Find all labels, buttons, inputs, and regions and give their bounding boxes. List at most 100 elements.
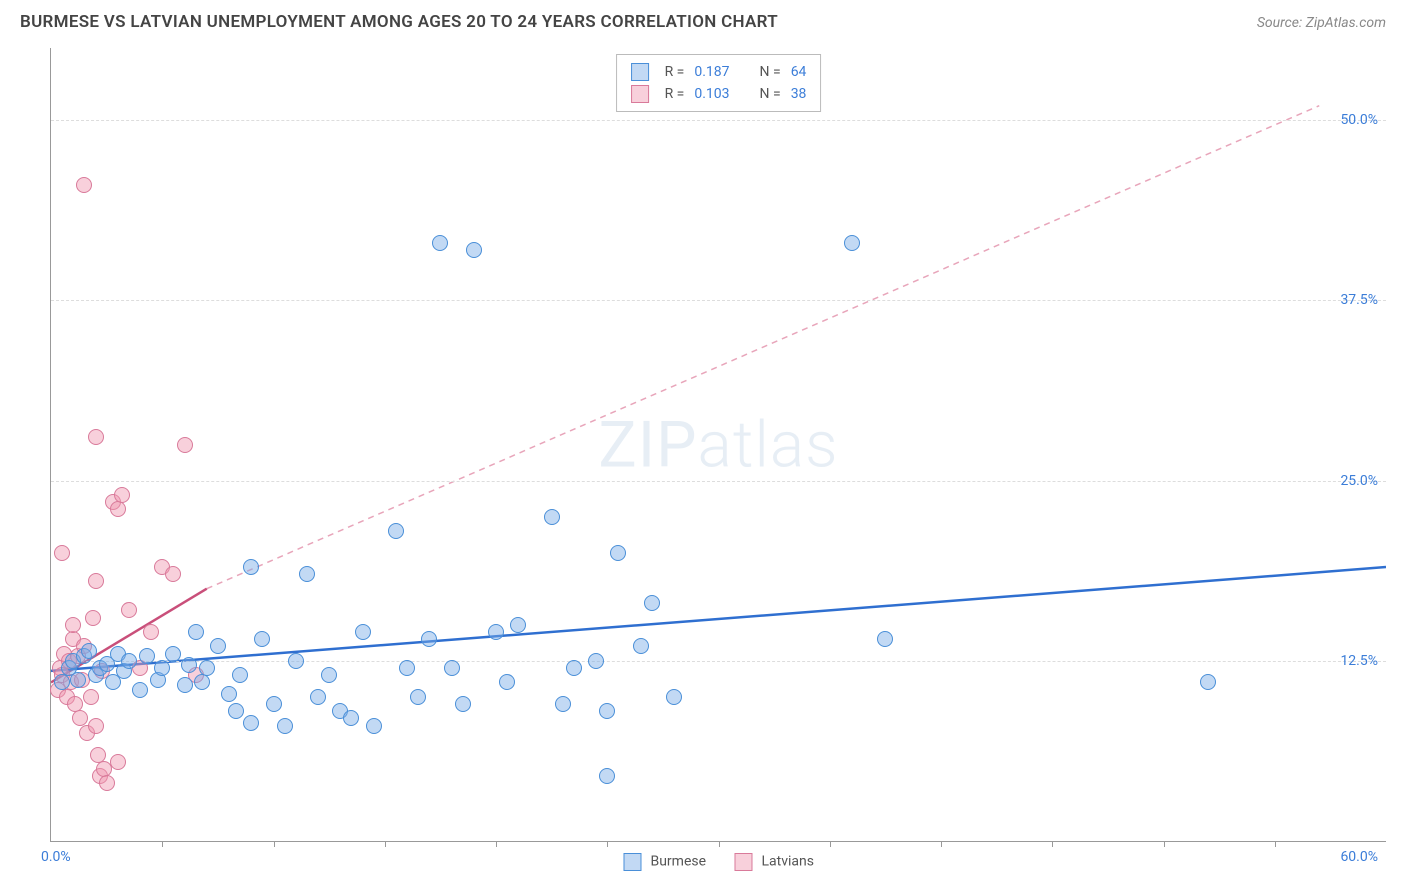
data-point-burmese: [633, 638, 649, 654]
data-point-burmese: [277, 718, 293, 734]
x-axis-max-label: 60.0%: [1340, 849, 1378, 865]
data-point-burmese: [510, 617, 526, 633]
data-point-burmese: [877, 631, 893, 647]
data-point-latvians: [99, 775, 115, 791]
data-point-burmese: [299, 566, 315, 582]
data-point-latvians: [65, 617, 81, 633]
data-point-latvians: [143, 624, 159, 640]
gridline: [51, 120, 1386, 121]
gridline: [51, 300, 1386, 301]
data-point-burmese: [844, 235, 860, 251]
data-point-burmese: [499, 674, 515, 690]
data-point-burmese: [410, 689, 426, 705]
scatter-plot-area: ZIPatlas R = 0.187 N = 64 R = 0.103 N = …: [50, 48, 1386, 842]
chart-header: BURMESE VS LATVIAN UNEMPLOYMENT AMONG AG…: [0, 0, 1406, 40]
x-tick: [1275, 841, 1276, 847]
data-point-burmese: [666, 689, 682, 705]
legend-item-burmese: Burmese: [623, 853, 706, 871]
swatch-latvians-icon: [631, 85, 649, 103]
correlation-legend-box: R = 0.187 N = 64 R = 0.103 N = 38: [616, 54, 822, 112]
data-point-burmese: [610, 545, 626, 561]
swatch-latvians-icon: [734, 853, 752, 871]
watermark: ZIPatlas: [598, 407, 838, 482]
data-point-burmese: [70, 672, 86, 688]
x-tick: [941, 841, 942, 847]
data-point-burmese: [588, 653, 604, 669]
gridline: [51, 481, 1386, 482]
n-value-latvians: 38: [791, 86, 807, 102]
data-point-latvians: [88, 573, 104, 589]
data-point-burmese: [599, 768, 615, 784]
data-point-latvians: [110, 501, 126, 517]
data-point-burmese: [132, 682, 148, 698]
data-point-latvians: [88, 718, 104, 734]
swatch-burmese-icon: [623, 853, 641, 871]
legend-item-latvians: Latvians: [734, 853, 814, 871]
data-point-burmese: [181, 657, 197, 673]
trend-line: [207, 106, 1320, 589]
data-point-latvians: [165, 566, 181, 582]
x-tick: [1052, 841, 1053, 847]
r-label: R =: [665, 64, 685, 80]
data-point-burmese: [310, 689, 326, 705]
data-point-burmese: [154, 660, 170, 676]
data-point-latvians: [177, 437, 193, 453]
data-point-burmese: [321, 667, 337, 683]
data-point-burmese: [555, 696, 571, 712]
data-point-burmese: [221, 686, 237, 702]
n-label: N =: [760, 64, 781, 80]
data-point-burmese: [188, 624, 204, 640]
swatch-burmese-icon: [631, 63, 649, 81]
data-point-burmese: [177, 677, 193, 693]
data-point-burmese: [388, 523, 404, 539]
data-point-burmese: [288, 653, 304, 669]
data-point-burmese: [455, 696, 471, 712]
r-value-latvians: 0.103: [694, 86, 729, 102]
r-value-burmese: 0.187: [694, 64, 729, 80]
data-point-burmese: [254, 631, 270, 647]
data-point-latvians: [54, 545, 70, 561]
data-point-burmese: [432, 235, 448, 251]
x-tick: [162, 841, 163, 847]
data-point-latvians: [114, 487, 130, 503]
x-tick: [1164, 841, 1165, 847]
x-axis-origin-label: 0.0%: [41, 849, 71, 865]
y-tick-label: 25.0%: [1340, 473, 1378, 489]
data-point-burmese: [199, 660, 215, 676]
data-point-latvians: [83, 689, 99, 705]
data-point-burmese: [599, 703, 615, 719]
data-point-burmese: [228, 703, 244, 719]
n-value-burmese: 64: [791, 64, 807, 80]
data-point-burmese: [165, 646, 181, 662]
data-point-burmese: [399, 660, 415, 676]
series-legend: Burmese Latvians: [623, 853, 814, 871]
y-tick-label: 37.5%: [1340, 292, 1378, 308]
data-point-burmese: [544, 509, 560, 525]
x-tick: [719, 841, 720, 847]
data-point-burmese: [366, 718, 382, 734]
gridline: [51, 661, 1386, 662]
y-tick-label: 12.5%: [1340, 653, 1378, 669]
data-point-latvians: [121, 602, 137, 618]
data-point-burmese: [210, 638, 226, 654]
data-point-burmese: [81, 643, 97, 659]
data-point-latvians: [110, 754, 126, 770]
x-tick: [385, 841, 386, 847]
r-label: R =: [665, 86, 685, 102]
data-point-burmese: [139, 648, 155, 664]
data-point-burmese: [243, 559, 259, 575]
chart-title: BURMESE VS LATVIAN UNEMPLOYMENT AMONG AG…: [20, 12, 778, 32]
x-tick: [607, 841, 608, 847]
data-point-burmese: [266, 696, 282, 712]
trend-line: [51, 567, 1386, 671]
data-point-latvians: [85, 610, 101, 626]
data-point-burmese: [232, 667, 248, 683]
data-point-burmese: [355, 624, 371, 640]
legend-row-latvians: R = 0.103 N = 38: [631, 83, 807, 105]
x-tick: [496, 841, 497, 847]
x-tick: [274, 841, 275, 847]
chart-source: Source: ZipAtlas.com: [1257, 15, 1386, 31]
y-tick-label: 50.0%: [1340, 112, 1378, 128]
legend-row-burmese: R = 0.187 N = 64: [631, 61, 807, 83]
data-point-burmese: [466, 242, 482, 258]
